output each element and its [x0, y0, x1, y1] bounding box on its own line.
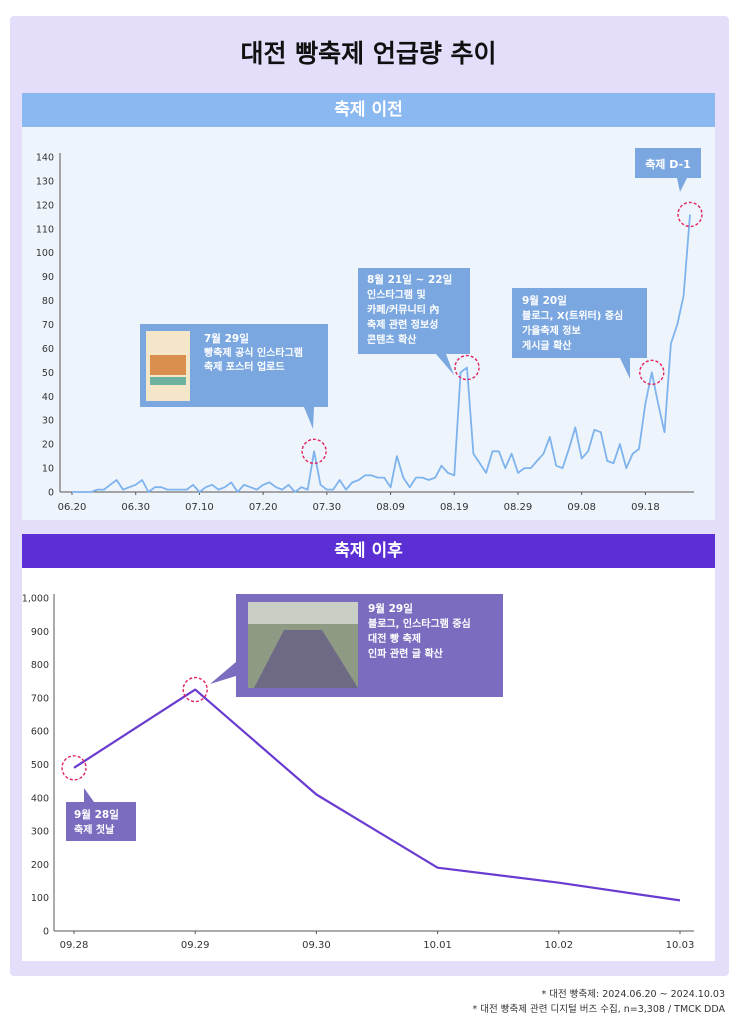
highlight-circle: [182, 676, 208, 703]
x-tick-label: 09.18: [631, 502, 660, 513]
footnote-period: * 대전 빵축제: 2024.06.20 ~ 2024.10.03: [541, 989, 726, 1000]
callout-sep28-line: 축제 첫날: [74, 823, 115, 836]
y-tick-label: 400: [31, 793, 49, 804]
y-tick-label: 40: [42, 392, 54, 403]
chart-after-panel: 축제 이후 0 100 200 300 400 500 600 700 800 900 1,000 0…: [22, 534, 715, 961]
callout-sep20-pointer: [620, 358, 630, 379]
x-tick-label: 10.01: [423, 940, 452, 951]
x-tick-label: 06.20: [58, 502, 87, 513]
footnote-source: * 대전 빵축제 관련 디지털 버즈 수집, n=3,308 / TMCK DD…: [472, 1004, 725, 1015]
callout-sep20-box: [512, 288, 647, 358]
callout-jul29-line: 축제 포스터 업로드: [204, 360, 285, 373]
y-tick-label: 60: [42, 344, 54, 355]
highlight-circle: [454, 354, 480, 381]
x-tick-label: 08.19: [440, 502, 469, 513]
y-tick-label: 90: [42, 272, 54, 283]
y-tick-label: 1,000: [22, 594, 49, 605]
y-tick-label: 110: [36, 224, 54, 235]
callout-sep29-line: 인파 관련 글 확산: [368, 647, 444, 660]
x-tick-label: 09.08: [567, 502, 596, 513]
poster-band: [150, 377, 186, 385]
callout-aug21-line: 축제 관련 정보성: [367, 318, 438, 331]
y-tick-label: 70: [42, 320, 54, 331]
highlight-circle: [677, 201, 703, 228]
poster-bread: [150, 355, 186, 375]
callout-sep20-line: 게시글 확산: [522, 339, 572, 352]
callout-sep28-pointer: [84, 788, 94, 802]
x-tick-label: 09.28: [60, 940, 89, 951]
chart-after: 0 100 200 300 400 500 600 700 800 900 1,000 09.28 09…: [22, 594, 695, 952]
crowd-photo-sky: [248, 602, 358, 624]
callout-aug21-line: 인스타그램 및: [367, 288, 426, 301]
y-tick-label: 50: [42, 368, 54, 379]
y-tick-label: 800: [31, 660, 49, 671]
chart-after-title: 축제 이후: [22, 534, 715, 568]
x-tick-label: 10.03: [666, 940, 695, 951]
x-tick-label: 09.30: [302, 940, 331, 951]
series-line-after: [73, 688, 681, 902]
callout-jul29-date: 7월 29일: [204, 332, 249, 345]
callout-d1-pointer: [677, 178, 687, 192]
callout-sep20-line: 가을축제 정보: [522, 324, 581, 337]
callout-sep29-pointer: [210, 662, 236, 684]
callout-sep20-line: 블로그, X(트위터) 중심: [522, 309, 623, 322]
callout-sep20-date: 9월 20일: [522, 294, 567, 307]
x-tick-label: 07.30: [313, 502, 342, 513]
y-tick-label: 0: [43, 927, 49, 938]
y-tick-label: 100: [36, 248, 54, 259]
x-tick-label: 08.09: [376, 502, 405, 513]
crowd-photo-street: [254, 630, 358, 688]
x-tick-label: 09.29: [181, 940, 210, 951]
y-tick-label: 500: [31, 760, 49, 771]
y-tick-label: 80: [42, 296, 54, 307]
y-tick-label: 0: [48, 488, 54, 499]
chart-before: 0 10 20 30 40 50 60 70 80 90 100 110 120 130 140 06.20 0…: [36, 148, 703, 513]
y-tick-label: 130: [36, 176, 54, 187]
y-tick-label: 600: [31, 727, 49, 738]
callout-jul29-line: 빵축제 공식 인스타그램: [204, 346, 303, 359]
callout-jul29-pointer: [304, 407, 314, 429]
highlight-circle: [639, 359, 665, 386]
y-tick-label: 10: [42, 464, 54, 475]
y-tick-label: 200: [31, 860, 49, 871]
callout-aug21-date: 8월 21일 ~ 22일: [367, 273, 452, 286]
y-tick-label: 900: [31, 627, 49, 638]
y-tick-label: 20: [42, 440, 54, 451]
callout-aug21-line: 카페/커뮤니티 內: [367, 303, 439, 316]
callout-aug21-pointer: [436, 354, 454, 375]
callout-aug21-box: [358, 268, 470, 354]
y-tick-label: 300: [31, 827, 49, 838]
y-tick-label: 140: [36, 153, 54, 164]
x-tick-label: 10.02: [544, 940, 573, 951]
y-tick-label: 120: [36, 200, 54, 211]
x-tick-label: 06.30: [121, 502, 150, 513]
y-tick-label: 30: [42, 416, 54, 427]
callout-sep29-line: 블로그, 인스타그램 중심: [368, 617, 471, 630]
chart-before-panel: 축제 이전 0 10 20 30 40 50 60 70 80 90 100 110 120 130 140…: [22, 93, 715, 520]
callout-d1-box: [635, 148, 701, 178]
chart-before-title: 축제 이전: [22, 93, 715, 127]
x-tick-label: 07.10: [185, 502, 214, 513]
series-line-before: [72, 214, 691, 493]
x-tick-label: 07.20: [249, 502, 278, 513]
page-title: 대전 빵축제 언급량 추이: [240, 39, 497, 68]
y-tick-label: 700: [31, 693, 49, 704]
x-tick-label: 08.29: [504, 502, 533, 513]
highlight-circle: [301, 438, 327, 465]
y-tick-label: 100: [31, 893, 49, 904]
callout-d1-date: 축제 D-1: [645, 157, 691, 171]
callout-sep28-box: [66, 802, 136, 841]
callout-sep29-line: 대전 빵 축제: [368, 632, 421, 645]
callout-sep28-date: 9월 28일: [74, 808, 119, 821]
callout-aug21-line: 콘텐츠 확산: [367, 333, 417, 346]
highlight-circle: [61, 755, 87, 781]
callout-sep29-date: 9월 29일: [368, 602, 413, 615]
